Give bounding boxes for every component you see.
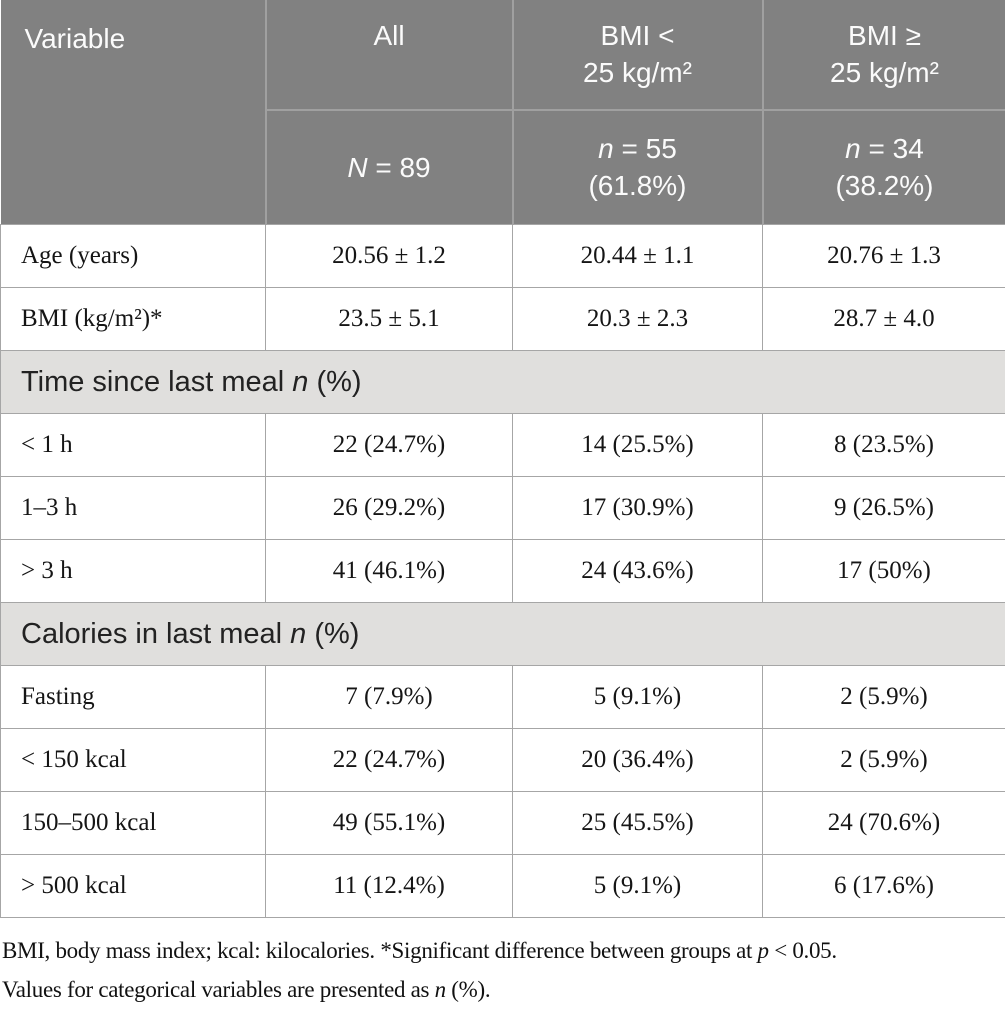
table-header: Variable All BMI <25 kg/m² BMI ≥25 kg/m²… [1,0,1005,225]
section-label: Calories in last meal n (%) [1,603,1005,666]
row-value: 20.3 ± 2.3 [513,288,763,351]
header-count-bmi-over-25: n = 34(38.2%) [763,110,1005,225]
row-value: 2 (5.9%) [763,666,1005,729]
row-value: 22 (24.7%) [266,414,513,477]
row-value: 24 (70.6%) [763,792,1005,855]
header-row-groups: Variable All BMI <25 kg/m² BMI ≥25 kg/m² [1,0,1005,110]
summary-table: Variable All BMI <25 kg/m² BMI ≥25 kg/m²… [0,0,1005,918]
row-value: 22 (24.7%) [266,729,513,792]
row-value: 20.44 ± 1.1 [513,225,763,288]
header-variable: Variable [1,0,266,225]
section-label: Time since last meal n (%) [1,351,1005,414]
row-label: 150–500 kcal [1,792,266,855]
header-col-bmi-over-25: BMI ≥25 kg/m² [763,0,1005,110]
row-value: 5 (9.1%) [513,666,763,729]
row-value: 20.56 ± 1.2 [266,225,513,288]
row-value: 8 (23.5%) [763,414,1005,477]
row-value: 17 (30.9%) [513,477,763,540]
row-value: 9 (26.5%) [763,477,1005,540]
row-label: Age (years) [1,225,266,288]
row-value: 23.5 ± 5.1 [266,288,513,351]
row-value: 14 (25.5%) [513,414,763,477]
row-label: BMI (kg/m²)* [1,288,266,351]
row-value: 6 (17.6%) [763,855,1005,918]
row-value: 5 (9.1%) [513,855,763,918]
section-row: Calories in last meal n (%) [1,603,1005,666]
row-value: 7 (7.9%) [266,666,513,729]
header-count-bmi-under-25: n = 55(61.8%) [513,110,763,225]
row-label: > 3 h [1,540,266,603]
row-value: 41 (46.1%) [266,540,513,603]
row-value: 28.7 ± 4.0 [763,288,1005,351]
row-value: 20 (36.4%) [513,729,763,792]
row-label: Fasting [1,666,266,729]
row-value: 2 (5.9%) [763,729,1005,792]
row-label: < 1 h [1,414,266,477]
row-value: 49 (55.1%) [266,792,513,855]
table-footnote: BMI, body mass index; kcal: kilocalories… [0,931,1005,1009]
header-col-all: All [266,0,513,110]
row-value: 20.76 ± 1.3 [763,225,1005,288]
header-col-bmi-under-25: BMI <25 kg/m² [513,0,763,110]
row-value: 26 (29.2%) [266,477,513,540]
section-row: Time since last meal n (%) [1,351,1005,414]
row-label: < 150 kcal [1,729,266,792]
row-value: 24 (43.6%) [513,540,763,603]
header-count-all: N = 89 [266,110,513,225]
row-value: 25 (45.5%) [513,792,763,855]
row-label: > 500 kcal [1,855,266,918]
row-value: 17 (50%) [763,540,1005,603]
row-value: 11 (12.4%) [266,855,513,918]
row-label: 1–3 h [1,477,266,540]
